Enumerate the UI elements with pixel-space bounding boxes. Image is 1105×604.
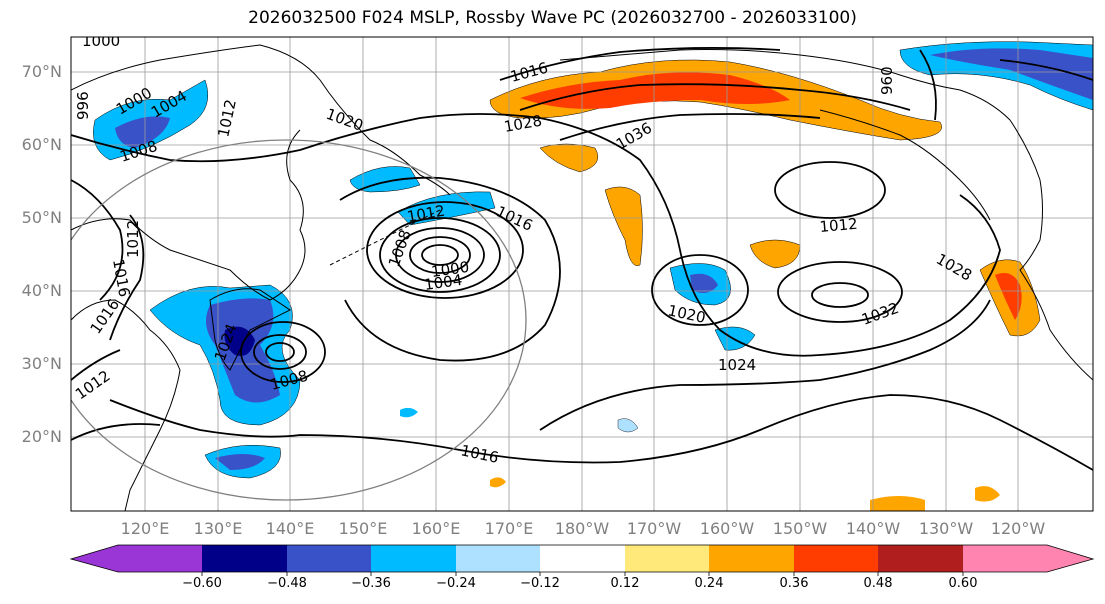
colorbar-tick-label: 0.24 bbox=[694, 576, 724, 591]
colorbar-segment bbox=[202, 545, 287, 572]
colorbar-tick-label: −0.24 bbox=[436, 576, 476, 591]
map-frame bbox=[70, 36, 1094, 512]
range-circle bbox=[71, 139, 527, 501]
lon-label: 150°W bbox=[772, 519, 828, 538]
lon-label: 140°W bbox=[845, 519, 901, 538]
lat-label: 20°N bbox=[21, 427, 62, 446]
shading-negative bbox=[93, 41, 1093, 479]
lon-label: 180°W bbox=[554, 519, 610, 538]
colorbar-tick-label: 0.36 bbox=[779, 576, 809, 591]
colorbar-segment bbox=[709, 545, 794, 572]
colorbar-tick-label: 0.60 bbox=[948, 576, 978, 591]
colorbar-segment bbox=[794, 545, 878, 572]
map-title: 2026032500 F024 MSLP, Rossby Wave PC (20… bbox=[248, 8, 857, 28]
colorbar-segment bbox=[540, 545, 625, 572]
colorbar bbox=[69, 544, 1095, 576]
isobar-label: 1000 bbox=[82, 32, 120, 50]
lon-label: 120°E bbox=[120, 519, 170, 538]
isobar-label: 1012 bbox=[124, 220, 142, 258]
lat-label: 60°N bbox=[21, 135, 62, 154]
colorbar-segment bbox=[456, 545, 540, 572]
lon-label: 130°E bbox=[193, 519, 243, 538]
lon-label: 160°W bbox=[699, 519, 755, 538]
colorbar-extend-low bbox=[71, 545, 118, 572]
colorbar-tick-label: 0.12 bbox=[610, 576, 640, 591]
coastlines bbox=[71, 44, 1093, 511]
lon-label: 120°W bbox=[990, 519, 1046, 538]
lon-label: 160°E bbox=[411, 519, 461, 538]
isobars bbox=[71, 47, 1093, 471]
isobar-label: 996 bbox=[74, 91, 92, 120]
colorbar-segment bbox=[625, 545, 709, 572]
colorbar-segment bbox=[963, 545, 1047, 572]
isobar-label: 1000 bbox=[430, 258, 470, 281]
colorbar-tick-label: −0.60 bbox=[182, 576, 222, 591]
lat-label: 30°N bbox=[21, 354, 62, 373]
colorbar-segment bbox=[287, 545, 371, 572]
colorbar-segment bbox=[371, 545, 456, 572]
colorbar-segment bbox=[878, 545, 963, 572]
colorbar-extend-high bbox=[1047, 545, 1093, 572]
colorbar-tick-label: −0.48 bbox=[267, 576, 307, 591]
lon-label: 150°E bbox=[338, 519, 388, 538]
graticule bbox=[71, 37, 1093, 511]
lat-label: 70°N bbox=[21, 62, 62, 81]
isobar-label: 1024 bbox=[718, 356, 756, 374]
colorbar-tick-label: 0.48 bbox=[863, 576, 893, 591]
isobar-label: 960 bbox=[878, 66, 896, 95]
lat-label: 40°N bbox=[21, 281, 62, 300]
isobar-label: 1012 bbox=[819, 215, 859, 236]
colorbar-tick-label: −0.12 bbox=[520, 576, 560, 591]
colorbar-tick-label: −0.36 bbox=[351, 576, 391, 591]
lon-label: 170°W bbox=[626, 519, 682, 538]
shading-positive bbox=[489, 59, 1041, 511]
lon-label: 170°E bbox=[484, 519, 534, 538]
isobar-label: 1004 bbox=[423, 271, 463, 294]
lon-label: 130°W bbox=[918, 519, 974, 538]
colorbar-segment bbox=[118, 545, 202, 572]
lon-label: 140°E bbox=[265, 519, 315, 538]
lat-label: 50°N bbox=[21, 208, 62, 227]
